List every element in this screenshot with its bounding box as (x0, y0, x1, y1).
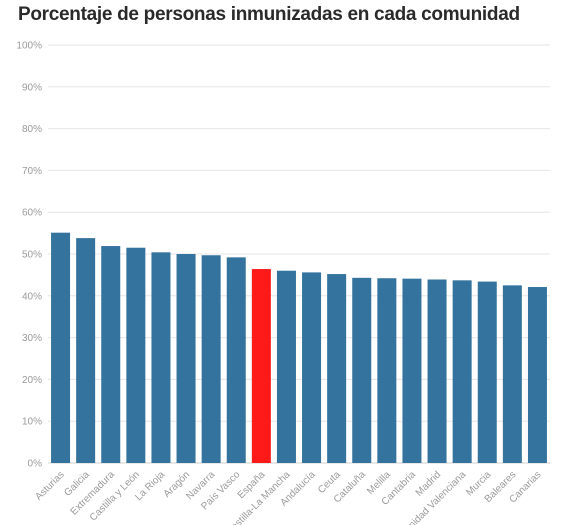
bar-galicia (76, 238, 96, 463)
y-tick-label: 90% (22, 82, 42, 93)
chart-title: Porcentaje de personas inmunizadas en ca… (18, 4, 520, 25)
bar-murcia (477, 281, 497, 463)
bar-melilla (377, 278, 397, 463)
y-tick-label: 30% (22, 333, 42, 344)
x-tick-label: Asturias (33, 469, 66, 502)
bar-españa (251, 269, 271, 463)
y-tick-label: 60% (22, 208, 42, 219)
bar-la-rioja (151, 252, 171, 463)
bar-ceuta (327, 274, 347, 463)
y-tick-label: 0% (28, 459, 43, 470)
bar-baleares (502, 285, 522, 463)
bar-canarias (527, 287, 547, 463)
y-tick-label: 80% (22, 124, 42, 135)
bar-país-vasco (226, 257, 246, 463)
bar-asturias (51, 232, 71, 463)
y-tick-label: 100% (16, 41, 42, 52)
bar-cantabria (402, 278, 422, 463)
y-tick-label: 50% (22, 250, 42, 261)
bar-aragón (176, 254, 196, 463)
bar-andalucía (302, 272, 322, 463)
y-tick-label: 70% (22, 166, 42, 177)
y-tick-label: 10% (22, 417, 42, 428)
bar-madrid (427, 279, 447, 463)
bar-navarra (201, 255, 221, 463)
y-tick-label: 40% (22, 291, 42, 302)
bar-extremadura (101, 246, 121, 463)
y-tick-label: 20% (22, 375, 42, 386)
bar-castilla-la-mancha (276, 270, 296, 463)
bar-castilla-y-león (126, 247, 146, 463)
bar-cataluña (352, 277, 372, 463)
bar-comunidad-valenciana (452, 280, 472, 463)
